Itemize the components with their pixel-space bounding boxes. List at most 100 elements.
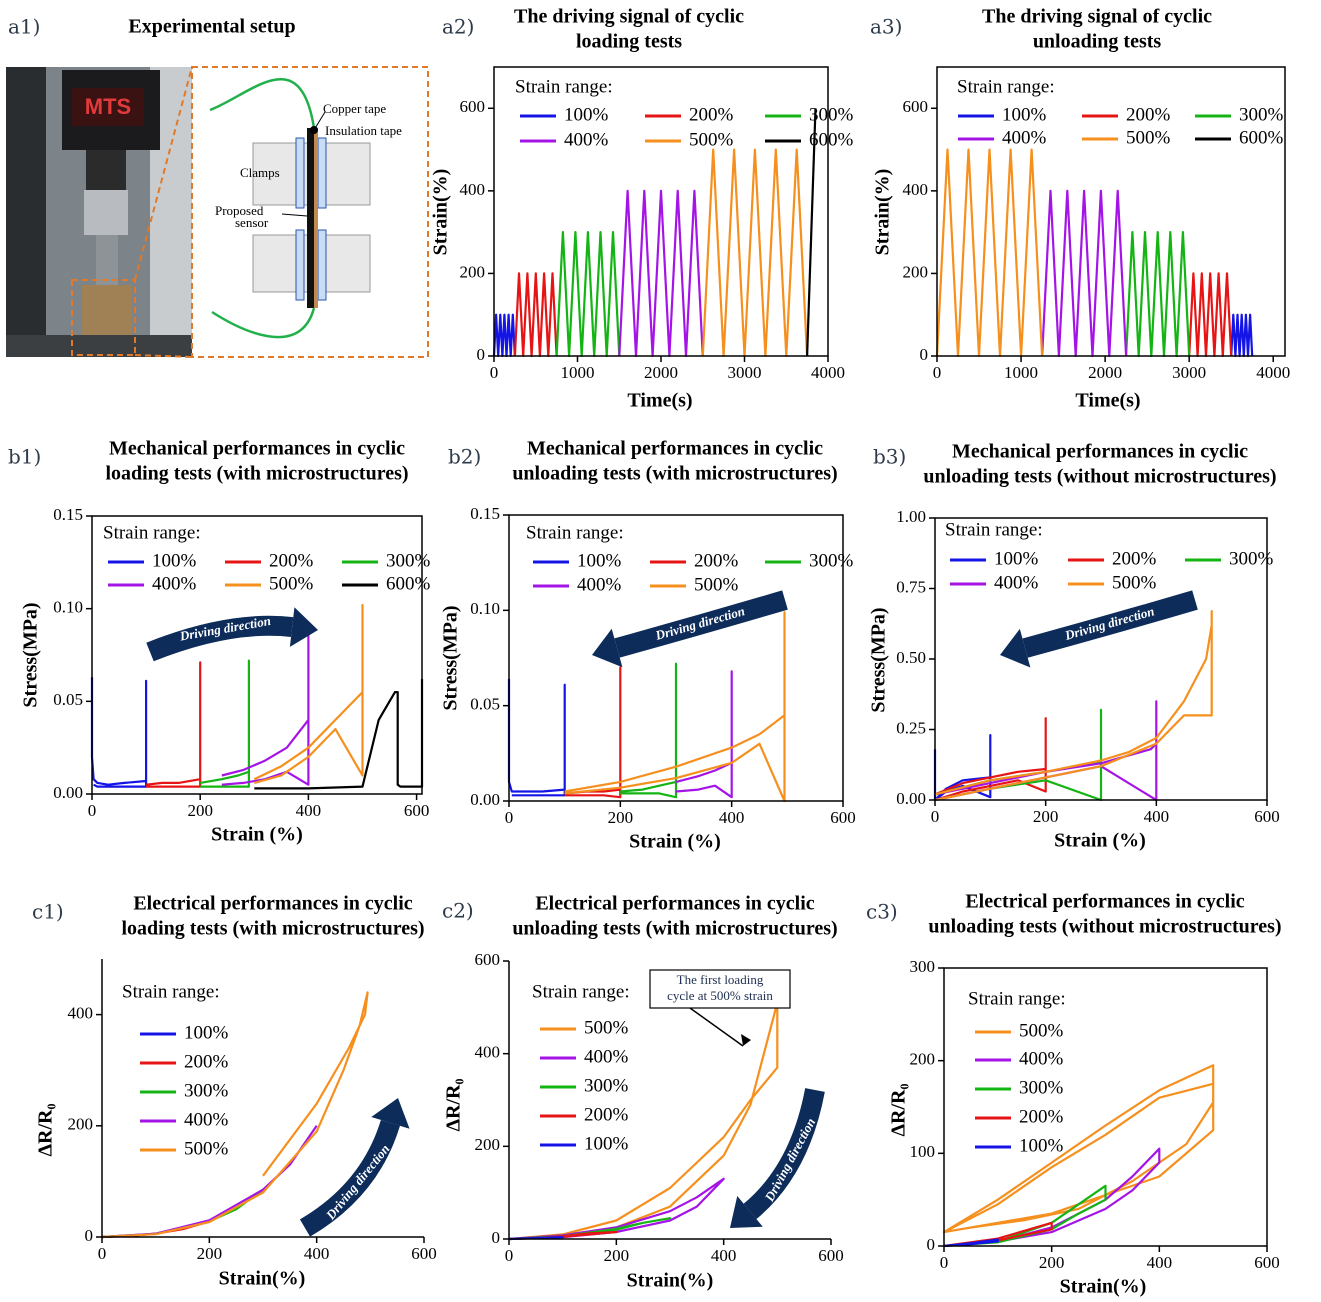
series-line <box>564 611 786 803</box>
annotation-pointer <box>689 1007 744 1047</box>
x-tick-label: 400 <box>1144 807 1170 826</box>
direction-arrow <box>1022 590 1198 658</box>
y-tick-label: 400 <box>903 180 929 199</box>
legend-label: 500% <box>694 574 739 595</box>
legend-label: 100% <box>994 548 1039 569</box>
schematic-label: Insulation tape <box>325 123 402 138</box>
legend-label: 500% <box>584 1017 629 1038</box>
y-tick-label: 400 <box>475 1043 501 1062</box>
legend-label: 300% <box>1239 104 1284 125</box>
y-tick-label: 0 <box>492 1228 501 1247</box>
y-tick-label: 400 <box>460 180 486 199</box>
x-tick-label: 200 <box>604 1246 630 1265</box>
y-tick-label: 0.50 <box>896 648 926 667</box>
load-cell <box>84 190 128 235</box>
schematic-label: sensor <box>235 215 269 230</box>
clamp-photo <box>82 285 132 335</box>
y-axis-label: ΔR/R₀ <box>888 1084 910 1137</box>
photo-shade <box>6 67 46 357</box>
legend-label: 200% <box>184 1051 229 1072</box>
panel-label: b3) <box>873 445 906 469</box>
y-tick-label: 0.00 <box>896 789 926 808</box>
y-tick-label: 0.05 <box>53 690 83 709</box>
pointer <box>281 213 308 217</box>
legend-label: 200% <box>1126 104 1171 125</box>
x-tick-label: 200 <box>197 1244 223 1263</box>
series-line <box>934 610 1213 802</box>
grip <box>96 235 118 285</box>
legend-label: 100% <box>584 1133 629 1154</box>
legend-label: 200% <box>694 550 739 571</box>
chart-title: unloading tests (without microstructures… <box>923 466 1276 488</box>
y-axis-label: Stress(MPa) <box>20 602 42 707</box>
y-tick-label: 1.00 <box>896 507 926 526</box>
y-axis-label: Strain(%) <box>872 169 894 256</box>
y-tick-label: 0.10 <box>53 598 83 617</box>
y-tick-label: 200 <box>910 1050 936 1069</box>
y-tick-label: 200 <box>903 262 929 281</box>
annotation-box <box>649 969 791 1009</box>
y-tick-label: 100 <box>910 1142 936 1161</box>
y-axis-label: ΔR/R₀ <box>443 1079 465 1132</box>
direction-arrow <box>614 590 788 658</box>
legend-label: 300% <box>584 1075 629 1096</box>
series-line <box>943 1238 999 1248</box>
x-tick-label: 0 <box>933 363 942 382</box>
panel-label: b1) <box>8 445 41 469</box>
legend-label: 400% <box>584 1046 629 1067</box>
legend-label: 500% <box>1126 127 1171 148</box>
series-line <box>997 1147 1161 1243</box>
legend-label: 600% <box>1239 127 1284 148</box>
legend-label: 100% <box>1019 1135 1064 1156</box>
x-axis-label: Strain(%) <box>627 1270 714 1292</box>
y-tick-label: 0.15 <box>470 504 500 523</box>
x-tick-label: 600 <box>830 808 856 827</box>
legend-label: 100% <box>184 1022 229 1043</box>
series-line <box>618 189 704 358</box>
x-tick-label: 400 <box>711 1246 737 1265</box>
legend-label: 200% <box>1112 548 1157 569</box>
x-tick-label: 200 <box>187 801 213 820</box>
legend-label: 600% <box>809 129 854 150</box>
y-tick-label: 0.00 <box>470 790 500 809</box>
direction-arrow-head <box>730 1196 763 1228</box>
series-line <box>555 231 621 358</box>
series-line <box>513 272 558 358</box>
x-tick-label: 0 <box>98 1244 107 1263</box>
legend-label: 500% <box>1019 1020 1064 1041</box>
series-line <box>1188 272 1233 358</box>
series-line <box>145 661 202 788</box>
zoom-box <box>71 279 136 356</box>
sensor <box>307 128 314 308</box>
legend-label: 400% <box>152 573 197 594</box>
legend-label: 300% <box>184 1080 229 1101</box>
legend-title: Strain range: <box>515 76 613 97</box>
y-tick-label: 400 <box>68 1004 94 1023</box>
y-tick-label: 0 <box>920 345 929 364</box>
annotation-pointer-head <box>741 1034 751 1046</box>
series-line <box>675 670 733 799</box>
x-axis-label: Time(s) <box>1075 390 1140 412</box>
x-tick-label: 400 <box>719 808 745 827</box>
x-tick-label: 2000 <box>644 363 678 382</box>
legend-title: Strain range: <box>526 522 624 543</box>
series-line <box>200 659 250 788</box>
chart-title: Electrical performances in cyclic <box>133 893 412 915</box>
legend-label: 400% <box>1002 127 1047 148</box>
brand: MTS <box>85 94 131 119</box>
insulation-tape <box>295 229 305 301</box>
panel-label: a1) <box>8 15 40 39</box>
y-tick-label: 200 <box>460 262 486 281</box>
legend-label: 100% <box>577 550 622 571</box>
x-tick-label: 0 <box>88 801 97 820</box>
direction-arrow <box>743 1088 825 1220</box>
y-tick-label: 300 <box>910 957 936 976</box>
series-line <box>254 679 424 790</box>
series-line <box>934 717 1047 802</box>
chart-title: loading tests <box>576 31 682 53</box>
x-axis-label: Strain(%) <box>219 1268 306 1290</box>
x-tick-label: 600 <box>1254 807 1280 826</box>
chart-title: Mechanical performances in cyclic <box>527 438 823 460</box>
chart-title: Electrical performances in cyclic <box>965 891 1244 913</box>
